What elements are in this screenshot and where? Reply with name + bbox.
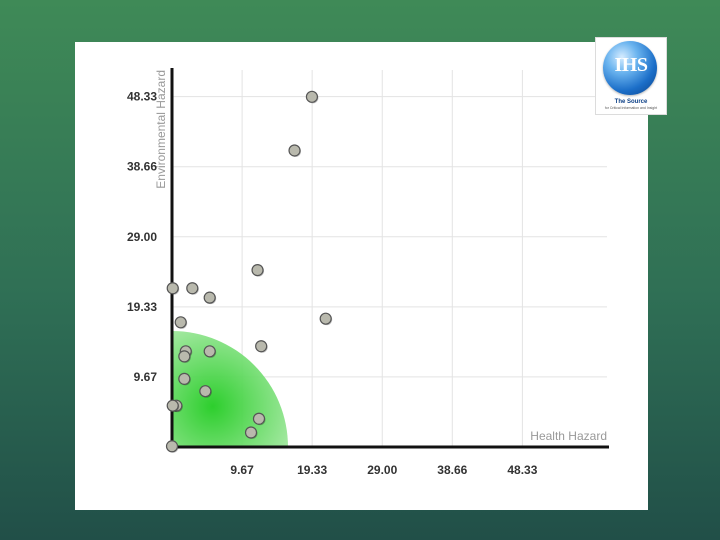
- ihs-logo: IHS The Source for Critical Information …: [595, 37, 667, 115]
- y-tick-label: 19.33: [127, 300, 157, 314]
- data-point: [244, 426, 258, 439]
- x-tick-label: 19.33: [297, 463, 327, 477]
- data-point: [251, 264, 264, 277]
- data-point: [166, 399, 179, 412]
- data-point: [174, 316, 187, 329]
- logo-tagline: The Source: [614, 99, 648, 105]
- x-axis-title: Health Hazard: [530, 429, 607, 443]
- data-point: [199, 385, 212, 398]
- data-point: [178, 350, 191, 363]
- data-point: [178, 372, 191, 385]
- logo-text: IHS: [614, 54, 648, 76]
- data-point: [165, 440, 179, 453]
- x-tick-label: 48.33: [507, 463, 537, 477]
- data-point: [252, 412, 266, 425]
- y-axis-title: Environmental Hazard: [154, 70, 168, 189]
- data-point: [255, 340, 268, 353]
- data-point: [305, 90, 319, 103]
- data-point: [319, 312, 332, 325]
- y-tick-label: 48.33: [127, 90, 157, 104]
- slide-panel: 9.67 19.33 29.00 38.66 48.33 9.67 19.33 29.00 38…: [75, 42, 648, 510]
- logo-subline: for Critical Information and Insight: [604, 106, 658, 110]
- x-tick-label: 29.00: [367, 463, 397, 477]
- x-tick-label: 38.66: [437, 463, 467, 477]
- scatter-chart: 9.67 19.33 29.00 38.66 48.33 9.67 19.33 29.00 38…: [127, 68, 609, 477]
- x-tick-label: 9.67: [230, 463, 254, 477]
- ihs-globe-icon: [603, 41, 657, 95]
- data-point: [203, 345, 216, 358]
- y-tick-label: 9.67: [134, 370, 158, 384]
- y-tick-label: 38.66: [127, 160, 157, 174]
- data-point: [186, 282, 199, 295]
- y-tick-label: 29.00: [127, 230, 157, 244]
- data-point: [288, 144, 301, 157]
- data-point: [203, 291, 216, 304]
- data-point: [166, 282, 179, 295]
